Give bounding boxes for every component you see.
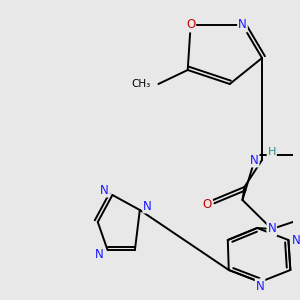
Text: N: N <box>292 233 300 247</box>
Text: H: H <box>268 147 276 157</box>
Text: O: O <box>186 19 195 32</box>
Text: CH₃: CH₃ <box>131 79 151 89</box>
Text: N: N <box>238 19 247 32</box>
Text: N: N <box>95 248 104 260</box>
Text: N: N <box>267 223 276 236</box>
Text: N: N <box>143 200 152 212</box>
Text: O: O <box>202 197 212 211</box>
Text: N: N <box>256 280 264 292</box>
Text: N: N <box>100 184 109 196</box>
Text: N: N <box>250 154 259 166</box>
